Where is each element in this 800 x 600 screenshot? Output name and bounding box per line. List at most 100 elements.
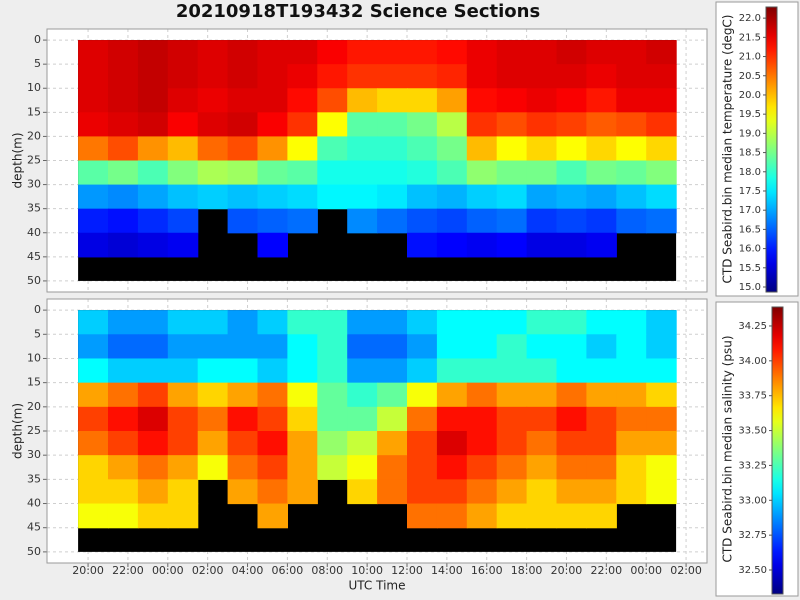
heatmap-cell: [257, 431, 288, 456]
heatmap-cell: [586, 64, 617, 89]
heatmap-cell: [137, 208, 169, 234]
colorbar-tick-label: 19.5: [739, 109, 761, 120]
heatmap-cell: [78, 64, 109, 89]
heatmap-cell: [227, 382, 259, 408]
heatmap-cell: [496, 40, 528, 65]
colorbar-tick-label: 33.25: [738, 460, 767, 471]
heatmap-cell: [616, 112, 647, 138]
heatmap-cell: [107, 503, 139, 529]
heatmap-cell: [526, 136, 558, 162]
heatmap-cell: [616, 136, 647, 162]
heatmap-cell: [137, 88, 169, 113]
heatmap-cell: [137, 112, 169, 138]
heatmap-cell: [526, 184, 558, 210]
heatmap-cell: [377, 112, 408, 138]
heatmap-cell: [137, 160, 169, 186]
heatmap-cell: [317, 64, 348, 89]
colorbar-tick-label: 18.5: [739, 148, 761, 159]
x-axis-label: UTC Time: [349, 579, 406, 593]
heatmap-cell: [407, 64, 438, 89]
heatmap-cell: [197, 358, 229, 384]
heatmap-cell: [466, 232, 498, 258]
heatmap-cell: [347, 382, 378, 408]
heatmap-cell: [107, 382, 139, 408]
heatmap-cell: [496, 382, 528, 408]
heatmap-cell: [646, 334, 677, 360]
heatmap-cell: [197, 310, 229, 335]
heatmap-cell: [377, 160, 408, 186]
heatmap-cell: [407, 232, 438, 258]
heatmap-cell: [436, 232, 468, 258]
heatmap-cell: [347, 160, 378, 186]
heatmap-cell: [347, 184, 378, 210]
colorbar: [771, 306, 784, 595]
heatmap-cell: [436, 112, 468, 138]
heatmap-cell: [137, 503, 169, 529]
heatmap-cell: [496, 160, 528, 186]
heatmap-cell: [257, 310, 288, 335]
heatmap-cell: [496, 479, 528, 505]
heatmap-cell: [466, 455, 498, 480]
heatmap-cell: [257, 358, 288, 384]
heatmap-cell: [347, 208, 378, 234]
y-tick-label: 5: [34, 57, 41, 70]
y-tick-label: 10: [27, 351, 41, 364]
heatmap-cell: [556, 208, 588, 234]
heatmap-cell: [407, 406, 438, 432]
heatmap-cell: [78, 431, 109, 456]
colorbar-tick-label: 17.0: [739, 205, 761, 216]
heatmap-cell: [227, 406, 259, 432]
heatmap-cell: [616, 160, 647, 186]
heatmap-cell: [407, 431, 438, 456]
heatmap-cell: [257, 503, 288, 529]
x-tick-label: 04:00: [232, 564, 264, 577]
heatmap-cell: [526, 88, 558, 113]
heatmap-cell: [287, 112, 318, 138]
heatmap-cell: [586, 382, 617, 408]
heatmap-cell: [436, 334, 468, 360]
heatmap-cell: [496, 406, 528, 432]
heatmap-cell: [167, 88, 199, 113]
heatmap-cell: [317, 358, 348, 384]
heatmap-cell: [377, 88, 408, 113]
heatmap-cell: [137, 358, 169, 384]
heatmap-cell: [586, 358, 617, 384]
heatmap-cell: [167, 431, 199, 456]
heatmap-cell: [287, 479, 318, 505]
heatmap-cell: [167, 40, 199, 65]
heatmap-cell: [646, 160, 677, 186]
heatmap-cell: [317, 455, 348, 480]
heatmap-cell: [586, 112, 617, 138]
heatmap-cell: [167, 455, 199, 480]
y-axis-label: depth(m): [11, 403, 25, 459]
y-tick-label: 35: [27, 202, 41, 215]
heatmap-cell: [377, 431, 408, 456]
heatmap-cell: [616, 184, 647, 210]
y-tick-label: 15: [27, 376, 41, 389]
heatmap-cell: [407, 208, 438, 234]
heatmap-cell: [436, 136, 468, 162]
y-tick-label: 45: [27, 250, 41, 263]
heatmap-cell: [107, 310, 139, 335]
heatmap-cell: [526, 479, 558, 505]
heatmap-cell: [556, 382, 588, 408]
colorbar-tick-label: 34.25: [738, 321, 767, 332]
x-tick-label: 00:00: [630, 564, 662, 577]
heatmap-cell: [137, 334, 169, 360]
y-tick-label: 25: [27, 154, 41, 167]
heatmap-cell: [466, 358, 498, 384]
heatmap-cell: [646, 358, 677, 384]
heatmap-cell: [646, 184, 677, 210]
heatmap-cell: [227, 112, 259, 138]
heatmap-cell: [616, 334, 647, 360]
heatmap-cell: [616, 406, 647, 432]
heatmap-cell: [436, 310, 468, 335]
heatmap-cell: [347, 136, 378, 162]
heatmap-cell: [257, 112, 288, 138]
heatmap-cell: [167, 382, 199, 408]
heatmap-cell: [78, 479, 109, 505]
colorbar-tick-label: 32.50: [738, 565, 767, 576]
colorbar: [765, 6, 778, 293]
heatmap-cell: [407, 112, 438, 138]
heatmap-cell: [377, 358, 408, 384]
